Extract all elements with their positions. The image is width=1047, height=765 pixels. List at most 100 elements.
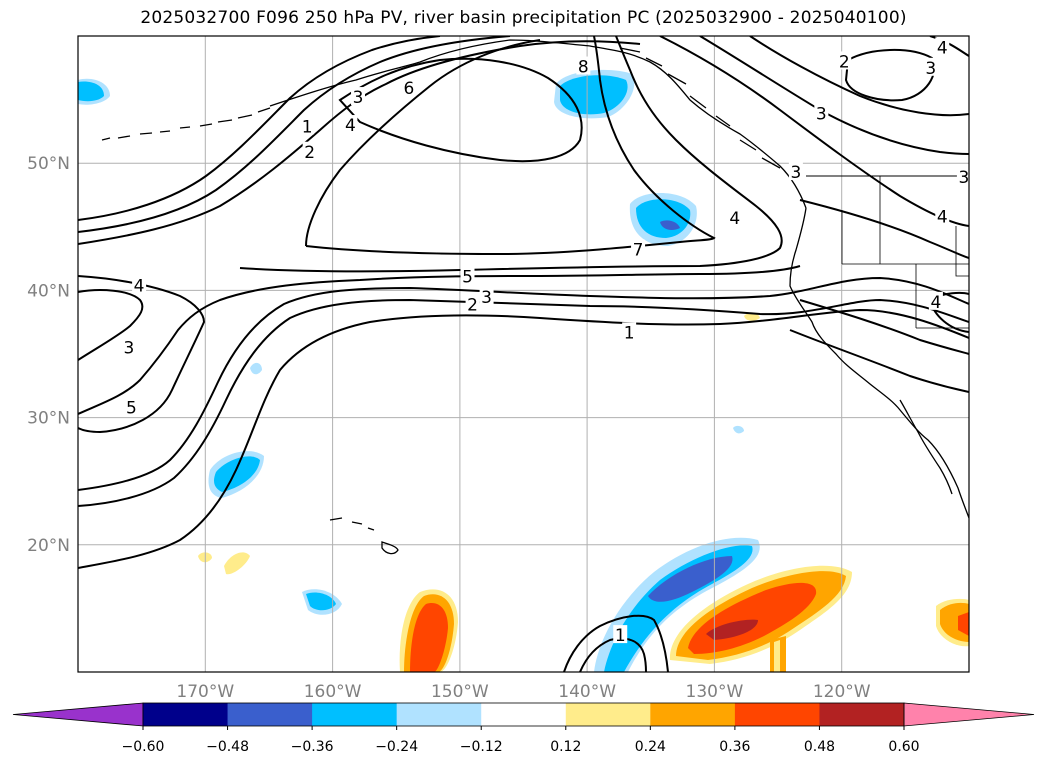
lat-tick-labels: 50°N 40°N 30°N 20°N	[27, 154, 70, 556]
colorbar-bin	[819, 703, 905, 726]
pv-contour-ne-2	[699, 36, 969, 155]
pv-contour-3-north	[78, 36, 511, 233]
lon-tick-label: 170°W	[176, 682, 234, 702]
contour-label: 3	[925, 59, 936, 79]
pv-contour-6	[239, 36, 783, 273]
contour-label-gap	[351, 87, 366, 106]
contour-label-gap	[576, 56, 591, 75]
pv-contour-8	[338, 57, 583, 163]
pv-contour-4	[78, 275, 206, 434]
contour-label-gap	[465, 294, 480, 313]
pv-contour-2	[78, 298, 969, 507]
map-title: 2025032700 F096 250 hPa PV, river basin …	[140, 8, 907, 28]
pv-contour-south-1	[563, 614, 669, 672]
contour-label: 4	[345, 116, 356, 136]
colorbar-bin	[650, 703, 736, 726]
contour-label-gap	[814, 103, 829, 122]
contour-label: 4	[937, 208, 948, 228]
contour-label-gap	[121, 337, 136, 356]
pv-contour-south-2	[579, 637, 647, 672]
pv-contour-5	[78, 265, 801, 415]
pv-contour-east-4	[799, 199, 969, 259]
pv-contour-3	[78, 276, 969, 491]
pv-contour-ne-closed	[844, 49, 936, 102]
contour-label-gap	[343, 115, 358, 134]
contour-label-gap	[935, 37, 950, 56]
map-frame	[77, 35, 970, 673]
lon-tick-label: 130°W	[686, 682, 744, 702]
lat-tick-label: 20°N	[27, 536, 70, 556]
contour-label: 3	[790, 163, 801, 183]
colorbar-label: −0.60	[122, 739, 165, 755]
colorbar-label: 0.36	[719, 739, 750, 755]
hawaii	[329, 517, 399, 555]
colorbar-label: −0.48	[206, 739, 249, 755]
contour-label: 2	[467, 295, 478, 315]
contour-label-gap	[302, 141, 317, 160]
lat-tick-label: 40°N	[27, 281, 70, 301]
aleutians	[101, 107, 271, 141]
contour-label: 1	[624, 323, 635, 343]
colorbar-bin	[481, 703, 567, 726]
contour-label-gap	[727, 207, 742, 226]
contour-label-gap	[928, 291, 943, 310]
colorbar-label: 0.12	[550, 739, 581, 755]
contour-label: 3	[958, 168, 969, 188]
contour-label-gap	[631, 239, 646, 258]
alaska-coast	[269, 39, 807, 209]
contour-label-gap	[935, 206, 950, 225]
lat-tick-label: 30°N	[27, 409, 70, 429]
contour-label-gap	[837, 51, 852, 70]
contour-label-gap	[132, 275, 147, 294]
colorbar-frame	[142, 702, 905, 727]
contour-label: 3	[481, 288, 492, 308]
contour-label: 3	[816, 105, 827, 125]
gridlines	[78, 36, 969, 672]
contour-label-gap	[613, 625, 628, 644]
contour-label-gap	[401, 78, 416, 97]
contour-label-gap	[460, 266, 475, 285]
contour-label-gap	[479, 286, 494, 305]
contour-label: 3	[124, 339, 135, 359]
contour-label: 1	[615, 626, 626, 646]
contour-label: 8	[578, 58, 589, 78]
colorbar-label: 0.24	[635, 739, 666, 755]
contour-label: 2	[839, 52, 850, 72]
border-states	[841, 176, 969, 329]
pv-contour-1	[78, 308, 969, 569]
colorbar-bin	[312, 703, 398, 726]
precip-shading-positive	[198, 312, 969, 672]
colorbar-extend-high	[903, 702, 1035, 727]
pv-contour-2-north	[78, 36, 441, 221]
contour-label-gap	[124, 397, 139, 416]
baja	[899, 399, 953, 495]
colorbar-bin	[143, 703, 229, 726]
bc-islands	[619, 47, 781, 169]
pv-contour-east-lower	[789, 329, 969, 393]
contour-label-gap	[923, 57, 938, 76]
contour-label: 1	[302, 117, 313, 137]
pv-contour-ne-4	[929, 36, 969, 57]
colorbar-label: 0.48	[804, 739, 835, 755]
colorbar-bin	[396, 703, 482, 726]
pv-contours	[78, 36, 969, 672]
contour-label: 5	[126, 398, 137, 418]
colorbar: −0.60 −0.48 −0.36 −0.24 −0.12 0.12 0.24 0.36 0.4…	[12, 702, 1035, 755]
precip-shading	[78, 69, 760, 672]
lon-tick-label: 120°W	[813, 682, 871, 702]
colorbar-bin	[565, 703, 651, 726]
colorbar-label: 0.60	[888, 739, 919, 755]
lat-tick-label: 50°N	[27, 154, 70, 174]
pv-contour-ne-3	[749, 36, 969, 117]
pv-contour-north-east	[659, 36, 969, 227]
contour-label: 4	[930, 293, 941, 313]
contour-label: 4	[134, 276, 145, 296]
lon-tick-label: 140°W	[558, 682, 616, 702]
contour-label: 2	[304, 143, 315, 163]
colorbar-label: −0.12	[460, 739, 503, 755]
contour-label: 3	[353, 88, 364, 108]
lon-tick-label: 160°W	[304, 682, 362, 702]
pv-contour-4-north	[78, 40, 641, 245]
